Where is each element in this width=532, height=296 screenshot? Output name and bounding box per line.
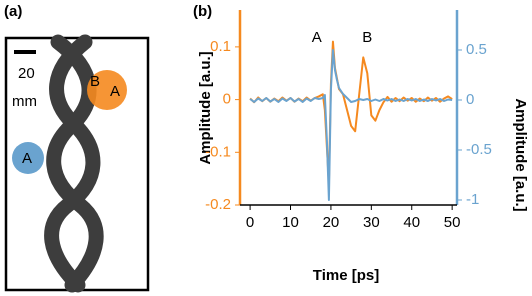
- blue-spot: [12, 142, 44, 174]
- orange-spot: [87, 70, 127, 110]
- series-line: [249, 40, 453, 185]
- panel-label: (b): [193, 3, 212, 20]
- x-tick-label: 40: [403, 214, 420, 231]
- y2-tick-label: 0.5: [466, 41, 487, 58]
- spot-label: B: [90, 73, 100, 90]
- x-tick-label: 0: [246, 214, 254, 231]
- y2-axis-label: Amplitude [a.u.]: [512, 98, 529, 211]
- x-tick-label: 50: [444, 214, 461, 231]
- annotation: A: [312, 29, 322, 46]
- y-tick-label: -0.1: [205, 143, 231, 160]
- y2-tick-label: -0.5: [466, 141, 492, 158]
- series-line: [249, 49, 453, 201]
- spot-label: A: [110, 83, 120, 100]
- scale-text: mm: [12, 93, 37, 110]
- x-tick-label: 30: [363, 214, 380, 231]
- y-tick-label: -0.2: [205, 196, 231, 213]
- x-tick-label: 10: [282, 214, 299, 231]
- y2-tick-label: 0: [466, 91, 474, 108]
- x-tick-label: 20: [323, 214, 340, 231]
- panel-label: (a): [4, 3, 22, 20]
- x-axis-label: Time [ps]: [313, 267, 379, 284]
- y2-tick-label: -1: [466, 191, 479, 208]
- y-tick-label: 0: [223, 91, 231, 108]
- spot-label: A: [22, 150, 32, 167]
- annotation: B: [362, 29, 372, 46]
- y-tick-label: 0.1: [210, 38, 231, 55]
- y-axis-label: Amplitude [a.u.]: [197, 51, 214, 164]
- scale-text: 20: [18, 65, 35, 82]
